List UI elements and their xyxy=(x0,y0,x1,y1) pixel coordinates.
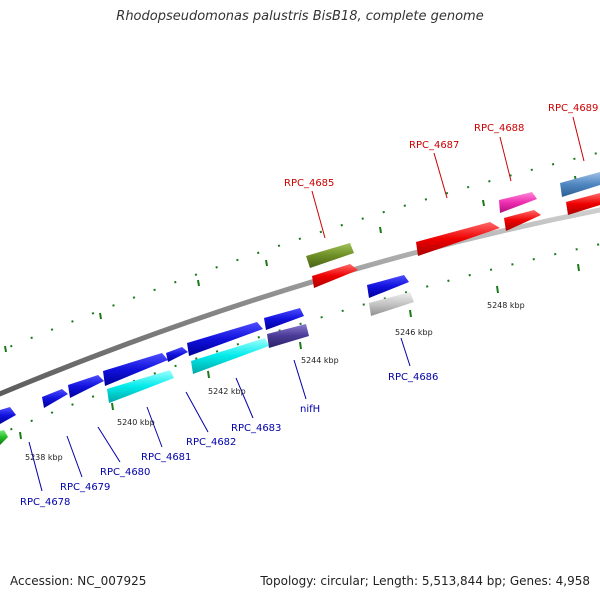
gene-label-rpc-4688[interactable]: RPC_4688 xyxy=(474,123,524,134)
genome-backbone xyxy=(0,207,600,397)
gene-label-rpc-4687[interactable]: RPC_4687 xyxy=(409,140,459,151)
gene-rpc-4688-arrow[interactable] xyxy=(499,192,537,213)
gene-label-rpc-4682[interactable]: RPC_4682 xyxy=(186,437,236,448)
tick-label-5238: 5238 kbp xyxy=(25,453,63,462)
gene-upper-red-2[interactable] xyxy=(504,210,541,231)
gene-upper-red-3[interactable] xyxy=(566,193,600,215)
gene-green-partial[interactable] xyxy=(0,430,8,445)
gene-upper-red-1[interactable] xyxy=(312,264,358,288)
gene-label-rpc-4680[interactable]: RPC_4680 xyxy=(100,467,150,478)
tick-label-5248: 5248 kbp xyxy=(487,301,525,310)
tick-track-top xyxy=(0,151,600,352)
gene-label-rpc-4681[interactable]: RPC_4681 xyxy=(141,452,191,463)
accession-text: Accession: NC_007925 xyxy=(10,574,147,588)
tick-label-5244: 5244 kbp xyxy=(301,356,339,365)
gene-rpc-4685-arrow[interactable] xyxy=(306,243,354,268)
gene-nifh-arrow[interactable] xyxy=(267,324,309,348)
gene-rpc-4682-arrow[interactable] xyxy=(187,322,263,356)
label-connectors xyxy=(28,116,585,492)
tick-label-5240: 5240 kbp xyxy=(117,418,155,427)
gene-rpc-4689-arrow[interactable] xyxy=(560,172,600,197)
gene-rpc-4683-arrow[interactable] xyxy=(191,338,269,374)
map-title: Rhodopseudomonas palustris BisB18, compl… xyxy=(116,9,484,24)
gene-rpc-4678-arrow[interactable] xyxy=(0,407,16,424)
gene-lower-blue-right[interactable] xyxy=(264,308,304,330)
gene-rpc-4681-arrow[interactable] xyxy=(107,370,174,403)
gene-rpc-4686-arrow[interactable] xyxy=(367,275,409,298)
gene-label-rpc-4685[interactable]: RPC_4685 xyxy=(284,178,334,189)
major-ticks xyxy=(4,175,580,440)
gene-rpc-4680-arrow[interactable] xyxy=(68,375,104,398)
gene-label-rpc-4689[interactable]: RPC_4689 xyxy=(548,103,598,114)
gene-rpc-4687-arrow[interactable] xyxy=(416,222,500,256)
gene-label-nifh[interactable]: nifH xyxy=(300,404,320,415)
gene-rpc-4679-arrow[interactable] xyxy=(42,389,68,408)
tick-label-5242: 5242 kbp xyxy=(208,387,246,396)
tick-label-5246: 5246 kbp xyxy=(395,328,433,337)
tick-track-bottom xyxy=(0,243,600,435)
gene-lower-blue-long[interactable] xyxy=(103,353,168,386)
gene-labels-bottom: RPC_4678 RPC_4679 RPC_4680 RPC_4681 RPC_… xyxy=(20,372,438,508)
gene-label-rpc-4678[interactable]: RPC_4678 xyxy=(20,497,70,508)
gene-lower-blue-small[interactable] xyxy=(166,347,188,362)
gene-labels-top: RPC_4685 RPC_4687 RPC_4688 RPC_4689 xyxy=(284,103,598,189)
gene-label-rpc-4679[interactable]: RPC_4679 xyxy=(60,482,110,493)
gene-lower-gray[interactable] xyxy=(369,292,414,316)
gene-label-rpc-4683[interactable]: RPC_4683 xyxy=(231,423,281,434)
gene-label-rpc-4686[interactable]: RPC_4686 xyxy=(388,372,438,383)
tick-labels: 5238 kbp 5240 kbp 5242 kbp 5244 kbp 5246… xyxy=(25,301,525,462)
upper-strand-genes xyxy=(306,172,600,288)
genome-stats-text: Topology: circular; Length: 5,513,844 bp… xyxy=(260,574,590,588)
lower-strand-genes xyxy=(0,275,414,445)
